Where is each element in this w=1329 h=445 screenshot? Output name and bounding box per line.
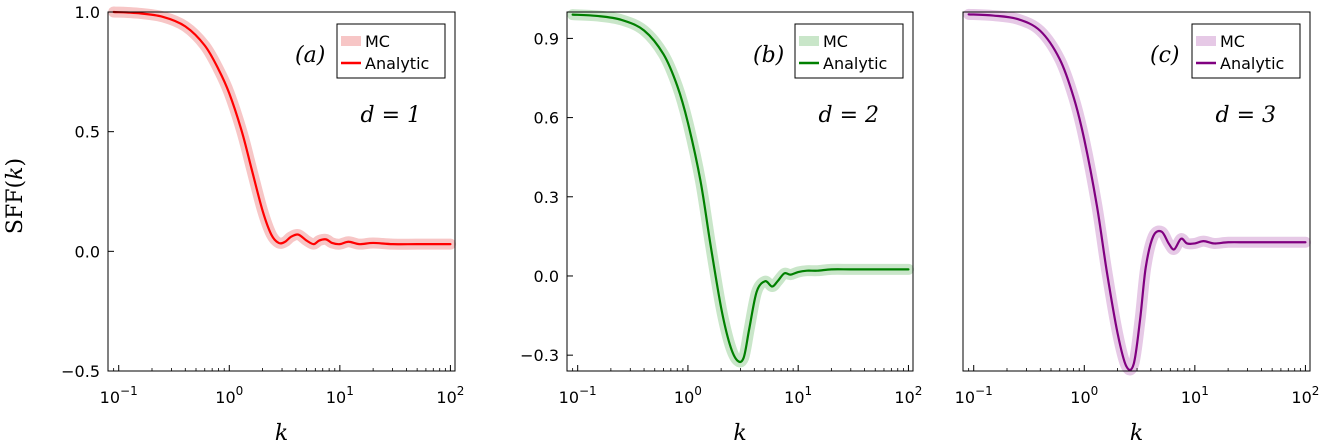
series-analytic-line-b: [571, 13, 910, 364]
legend-mc-label: MC: [1220, 32, 1245, 51]
x-tick-label: 100: [215, 384, 243, 407]
dimension-label: d = 1: [361, 103, 422, 128]
series-analytic-line-a: [112, 10, 452, 246]
legend: MC Analytic: [794, 23, 904, 79]
panel-label: (a): [295, 43, 325, 68]
x-tick-label: 101: [784, 384, 812, 407]
panel-b: −0.3 0.0 0.3 0.6 0.9 10−1 100 101 102 k (b) d = 2 MC…: [520, 9, 922, 445]
legend-analytic-label: Analytic: [365, 54, 429, 73]
x-tick-label: 102: [436, 384, 464, 407]
legend-analytic-label: Analytic: [823, 54, 887, 73]
legend-analytic-label: Analytic: [1220, 54, 1284, 73]
y-tick-label: 0.6: [534, 109, 559, 128]
plot-frame: [107, 11, 456, 372]
legend-box: [794, 23, 904, 79]
dimension-label: d = 2: [819, 103, 880, 128]
x-tick-label: 10−1: [559, 384, 597, 407]
legend: MC Analytic: [336, 23, 446, 79]
panel-label: (b): [753, 43, 784, 68]
x-tick-label: 102: [894, 384, 922, 407]
panel-label: (c): [1150, 43, 1180, 68]
legend: MC Analytic: [1191, 23, 1301, 79]
y-tick-label: 0.9: [534, 29, 559, 48]
series-analytic-line-c: [967, 13, 1307, 372]
y-tick-label: 0.0: [534, 267, 559, 286]
plot-frame: [962, 11, 1311, 372]
dimension-label: d = 3: [1216, 103, 1277, 128]
x-tick-label: 10−1: [955, 384, 993, 407]
x-tick-label: 10−1: [100, 384, 138, 407]
panel-a: −0.5 0.0 0.5 1.0 10−1 100 101 102 k (a) d = 1 MC Ana…: [61, 3, 464, 445]
y-axis-label: SFF(k): [3, 158, 28, 234]
x-tick-label: 101: [326, 384, 354, 407]
legend-box: [336, 23, 446, 79]
y-tick-label: 0.5: [75, 123, 100, 142]
x-tick-label: 100: [674, 384, 702, 407]
x-axis-label: k: [733, 421, 746, 445]
y-tick-label: 0.0: [75, 242, 100, 261]
y-tick-label: 0.3: [534, 188, 559, 207]
y-tick-label: 1.0: [75, 3, 100, 22]
y-tick-label: −0.3: [520, 346, 559, 365]
panel-c: 10−1 100 101 102 k (c) d = 3 MC Analytic: [955, 8, 1319, 445]
legend-mc-label: MC: [365, 32, 390, 51]
legend-box: [1191, 23, 1301, 79]
y-tick-label: −0.5: [61, 362, 100, 381]
legend-mc-label: MC: [823, 32, 848, 51]
x-axis-label: k: [275, 421, 288, 445]
x-axis-label: k: [1130, 421, 1143, 445]
x-tick-label: 102: [1291, 384, 1319, 407]
x-tick-label: 101: [1181, 384, 1209, 407]
plot-frame: [566, 11, 914, 372]
panels: −0.5 0.0 0.5 1.0 10−1 100 101 102 k (a) d = 1 MC Ana…: [61, 3, 1319, 445]
x-tick-label: 100: [1070, 384, 1098, 407]
